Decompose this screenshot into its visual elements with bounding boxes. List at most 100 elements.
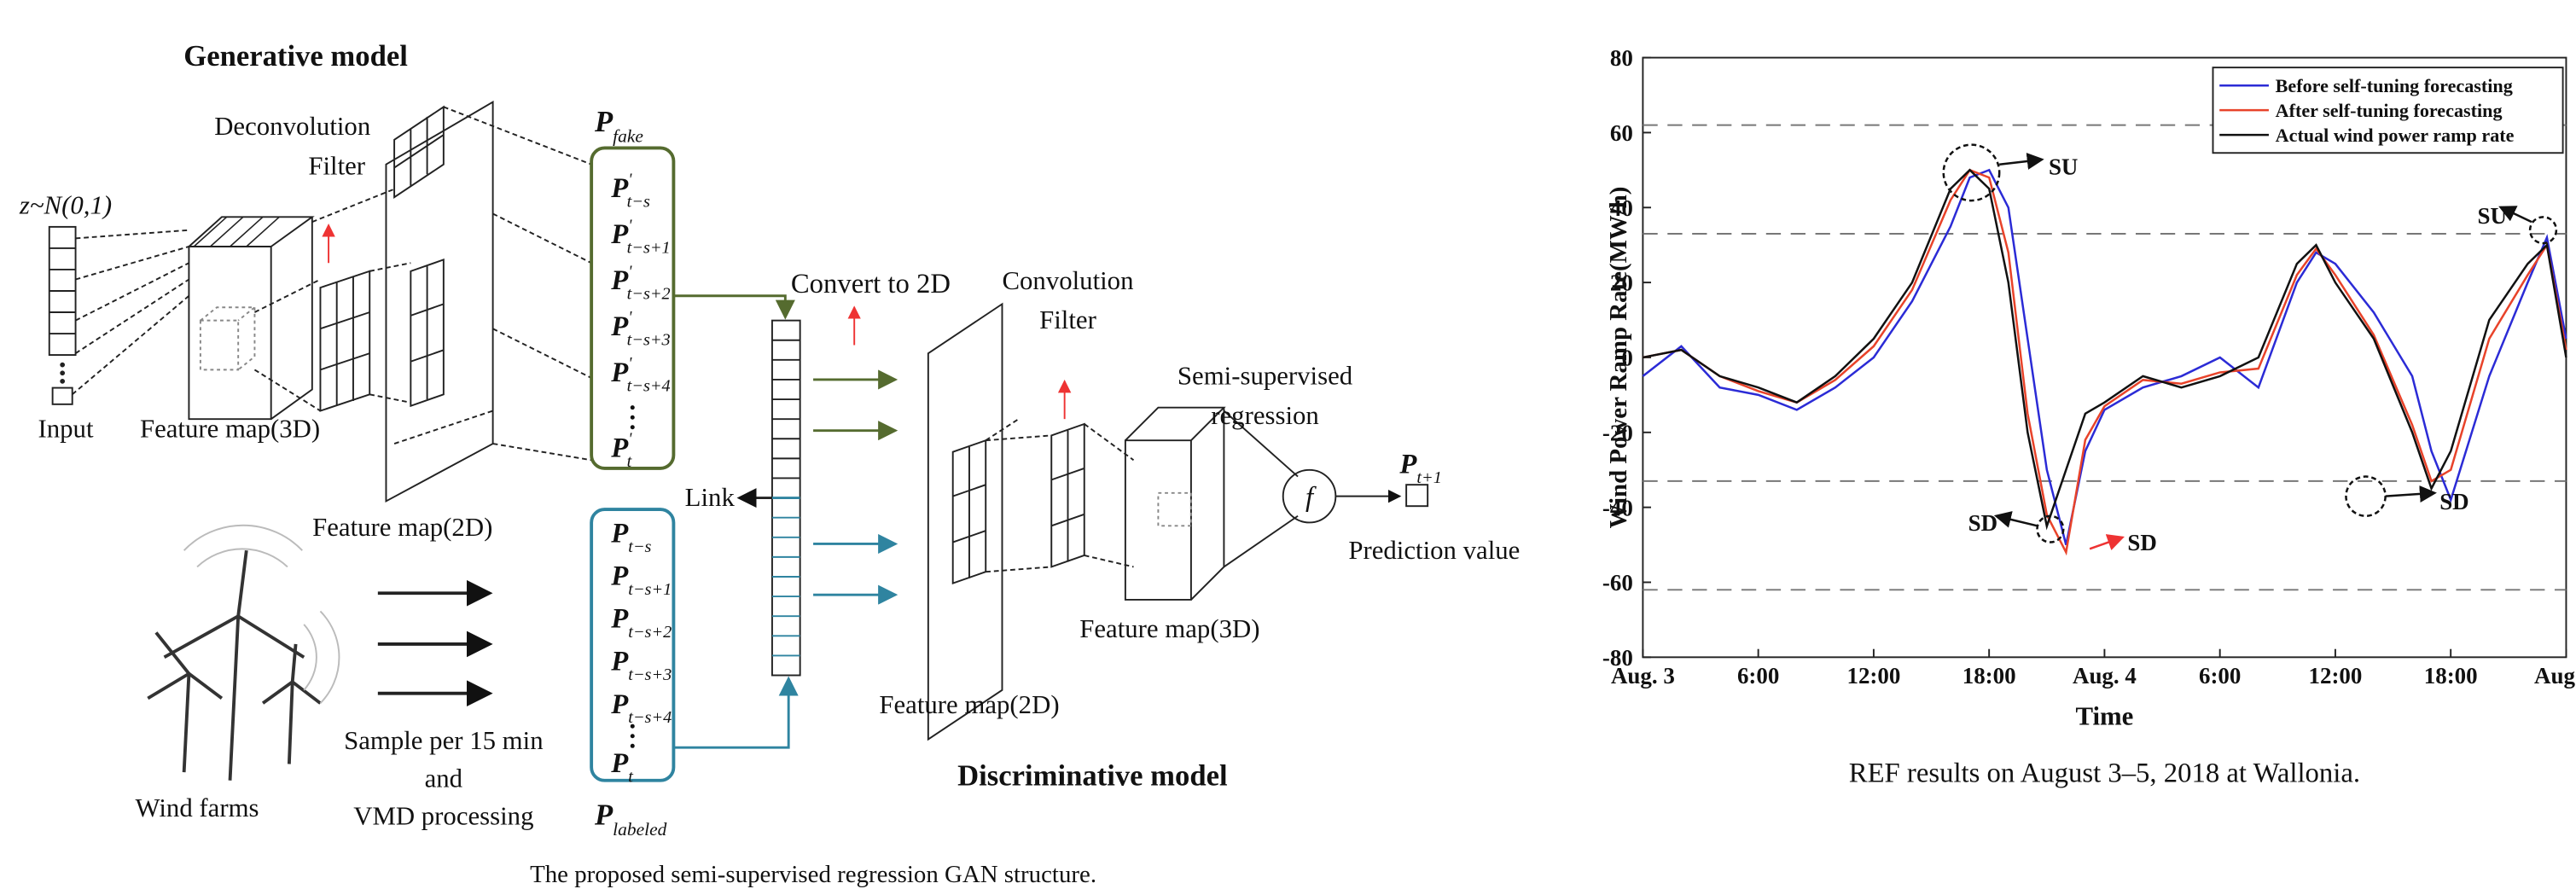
ellipsis-dot bbox=[631, 415, 635, 420]
fake-item: P't−s+1 bbox=[610, 217, 670, 257]
label: Filter bbox=[1039, 305, 1096, 334]
label: Convolution bbox=[1002, 266, 1133, 295]
label: Convert to 2D bbox=[791, 269, 951, 299]
y-tick-label: 80 bbox=[1610, 45, 1633, 71]
fake-item: P't−s+4 bbox=[610, 355, 670, 395]
math-base: P bbox=[610, 519, 629, 549]
y-tick-label: 60 bbox=[1610, 120, 1633, 146]
math-sup: ' bbox=[628, 217, 632, 235]
label: Link bbox=[685, 483, 736, 512]
math-sup: ' bbox=[628, 309, 632, 327]
math-base: P bbox=[1398, 450, 1417, 480]
math-sub: t−s bbox=[628, 537, 651, 556]
annotation: SD bbox=[1968, 510, 1997, 536]
ellipsis-dot bbox=[631, 734, 635, 738]
math-sup: ' bbox=[628, 355, 632, 373]
annotation: SD bbox=[2127, 530, 2156, 555]
fake-item: P't bbox=[610, 431, 632, 471]
annotation: SD bbox=[2439, 489, 2468, 514]
math-sub: t−s bbox=[627, 193, 650, 212]
legend-label: After self-tuning forecasting bbox=[2276, 100, 2503, 121]
section-title: Generative model bbox=[183, 40, 408, 73]
x-tick-label: Aug. 5 bbox=[2534, 663, 2576, 689]
annotation-circle bbox=[2530, 217, 2556, 243]
labeled-item: Pt−s+2 bbox=[610, 604, 672, 642]
x-tick-label: 6:00 bbox=[1737, 663, 1779, 689]
x-tick-label: 6:00 bbox=[2199, 663, 2241, 689]
fake-item: P't−s bbox=[610, 171, 650, 212]
math-base: P bbox=[594, 106, 613, 138]
p-fake-label: Pfake bbox=[594, 106, 643, 146]
math-base: P bbox=[610, 647, 629, 677]
math-sub: labeled bbox=[613, 819, 666, 840]
label: Sample per 15 min bbox=[344, 726, 544, 755]
figure: Generative model z~N(0,1) Input Feature map… bbox=[0, 0, 2576, 889]
math-base: P bbox=[610, 748, 629, 779]
label: regression bbox=[1211, 401, 1319, 430]
section-title: Discriminative model bbox=[957, 760, 1228, 793]
x-tick-label: Aug. 3 bbox=[1611, 663, 1675, 689]
labeled-item: Pt−s+4 bbox=[610, 689, 672, 727]
label: Semi-supervised bbox=[1178, 362, 1353, 391]
math-base: P bbox=[610, 604, 629, 635]
label: Prediction value bbox=[1348, 536, 1520, 565]
label: and bbox=[425, 764, 463, 793]
x-tick-label: 18:00 bbox=[2424, 663, 2478, 689]
math-sub: t+1 bbox=[1416, 468, 1441, 487]
x-tick-label: 12:00 bbox=[1846, 663, 1900, 689]
page: {"diagram":{ "generative_title":"Generat… bbox=[0, 0, 2576, 889]
label: Feature map(2D) bbox=[879, 690, 1059, 719]
annotation-arrow bbox=[1996, 516, 2037, 526]
math-sub: t−s+3 bbox=[628, 665, 672, 684]
math-sub: t−s+2 bbox=[628, 623, 672, 642]
math-sup: ' bbox=[628, 171, 632, 189]
math-base: P bbox=[610, 689, 629, 720]
annotation-arrow bbox=[2090, 537, 2123, 549]
y-tick-label: -60 bbox=[1602, 570, 1633, 596]
label: z~N(0,1) bbox=[19, 190, 112, 219]
label: VMD processing bbox=[353, 802, 533, 831]
label: Wind farms bbox=[136, 793, 259, 822]
ellipsis-dot bbox=[631, 405, 635, 410]
labeled-item: Pt−s bbox=[610, 519, 651, 556]
x-axis-label: Time bbox=[2075, 701, 2133, 730]
math-sub: t−s+1 bbox=[628, 580, 672, 599]
caption: The proposed semi-supervised regression … bbox=[530, 861, 1096, 888]
label: Filter bbox=[308, 151, 365, 180]
math-sub: t−s+1 bbox=[627, 239, 671, 258]
y-axis-label: Wind Power Ramp Rate(MW/h) bbox=[1605, 187, 1632, 529]
p-next-label: Pt+1 bbox=[1398, 450, 1441, 487]
annotation-arrow bbox=[1999, 160, 2042, 165]
annotation-circle bbox=[2346, 477, 2385, 516]
ellipsis-dot bbox=[631, 724, 635, 729]
fake-item: P't−s+3 bbox=[610, 309, 670, 349]
legend-label: Actual wind power ramp rate bbox=[2276, 125, 2515, 146]
math-sub: t−s+4 bbox=[627, 376, 671, 395]
annotation-arrow bbox=[2386, 493, 2435, 497]
annotation: SU bbox=[2049, 154, 2078, 179]
series-line bbox=[1643, 170, 2566, 544]
label: Feature map(3D) bbox=[1079, 614, 1259, 643]
math-sup: ' bbox=[628, 431, 632, 449]
p-labeled-label: Plabeled bbox=[594, 799, 667, 840]
ellipsis-dot bbox=[631, 744, 635, 748]
x-tick-label: 18:00 bbox=[1963, 663, 2016, 689]
label: Feature map(2D) bbox=[312, 513, 492, 542]
math-base: P bbox=[594, 799, 613, 832]
x-tick-label: 12:00 bbox=[2309, 663, 2363, 689]
fake-item: P't−s+2 bbox=[610, 263, 670, 303]
ellipsis-dot bbox=[631, 425, 635, 429]
math-sub: t−s+2 bbox=[627, 285, 671, 304]
series-line bbox=[1643, 170, 2566, 552]
label: Deconvolution bbox=[214, 112, 370, 141]
label: f bbox=[1305, 482, 1317, 513]
math-sub: t−s+3 bbox=[627, 330, 671, 349]
math-sub: t−s+4 bbox=[628, 708, 672, 727]
annotation: SU bbox=[2477, 203, 2506, 229]
labeled-item: Pt−s+1 bbox=[610, 561, 672, 599]
label: Input bbox=[38, 414, 94, 443]
math-sub: t bbox=[628, 768, 634, 787]
math-base: P bbox=[610, 561, 629, 592]
labeled-item: Pt−s+3 bbox=[610, 647, 672, 684]
math-sup: ' bbox=[628, 263, 632, 281]
